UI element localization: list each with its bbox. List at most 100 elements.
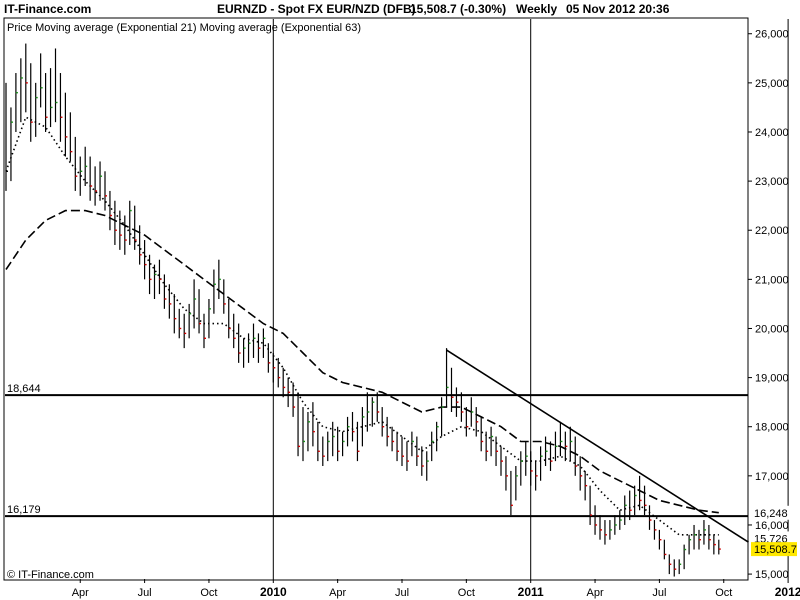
- price-bar: [480, 416, 484, 452]
- price-bar: [381, 407, 385, 437]
- price-bar: [455, 387, 459, 417]
- price-bar: [30, 63, 33, 142]
- price-bar: [391, 426, 395, 452]
- price-bar: [614, 515, 617, 535]
- horizontal-level-label: 16,179: [7, 504, 41, 516]
- price-bar: [302, 407, 305, 462]
- y-tick-label: 23,000: [755, 176, 789, 188]
- price-bar: [549, 441, 553, 471]
- price-bar: [450, 367, 454, 412]
- price-bar: [94, 166, 98, 206]
- price-bar: [678, 559, 682, 575]
- price-bar: [15, 73, 18, 132]
- price-bar: [658, 529, 662, 550]
- price-bar: [351, 411, 355, 442]
- y-tick-label: 25,000: [755, 78, 789, 90]
- price-bar: [208, 299, 211, 339]
- price-bar: [693, 524, 697, 550]
- price-bar: [139, 225, 142, 265]
- price-bar: [713, 534, 716, 555]
- price-bar: [20, 58, 23, 123]
- price-bar: [213, 269, 216, 314]
- x-axis: AprJulOct2010AprJulOct2011AprJulOct2012A…: [72, 579, 800, 599]
- price-marker-box: [751, 542, 797, 557]
- price-bar: [634, 485, 637, 516]
- price-bar: [376, 392, 380, 422]
- price-bar: [366, 392, 370, 432]
- price-bar: [584, 470, 588, 501]
- price-bar: [312, 402, 315, 447]
- price-bar: [223, 279, 226, 314]
- price-bar: [163, 274, 167, 309]
- price-bars: [5, 43, 721, 577]
- price-bar: [59, 73, 63, 142]
- x-tick-label: Oct: [715, 587, 732, 599]
- price-bar: [238, 323, 241, 363]
- price-bar: [129, 200, 132, 245]
- price-bar: [673, 559, 677, 577]
- site-name: IT-Finance.com: [4, 2, 91, 16]
- price-bar: [411, 431, 414, 457]
- price-bar: [525, 441, 528, 476]
- price-bar: [40, 53, 43, 108]
- price-bar: [648, 505, 652, 530]
- x-tick-label: 2010: [260, 585, 287, 599]
- y-tick-label: 20,000: [755, 323, 789, 335]
- price-bar: [460, 392, 464, 422]
- price-bar: [495, 436, 499, 467]
- x-tick-label: 2012: [775, 585, 800, 599]
- price-bar: [79, 156, 83, 196]
- price-bar: [441, 397, 444, 437]
- price-marker-box: [751, 531, 789, 546]
- price-bar: [193, 279, 197, 329]
- price-bar: [559, 421, 563, 457]
- price-bar: [287, 377, 291, 408]
- price-bar: [44, 73, 48, 132]
- price-bar: [89, 156, 93, 201]
- price-bar: [624, 495, 627, 525]
- price-bar: [233, 313, 236, 349]
- price-bar: [292, 382, 296, 417]
- price-bar: [708, 524, 711, 550]
- copyright-text: © IT-Finance.com: [7, 569, 94, 581]
- price-bar: [638, 475, 642, 511]
- price-bar: [277, 357, 281, 388]
- price-bar: [703, 520, 706, 545]
- price-bar: [465, 407, 469, 437]
- price-bar: [337, 426, 340, 462]
- price-bar: [698, 529, 701, 550]
- price-bar: [109, 190, 112, 231]
- y-tick-label: 24,000: [755, 127, 789, 139]
- price-bar: [257, 333, 261, 363]
- y-tick-label: 19,000: [755, 373, 789, 385]
- price-bar: [396, 431, 400, 462]
- price-bar: [322, 436, 325, 467]
- price-bar: [119, 210, 122, 250]
- price-bar: [342, 431, 345, 457]
- price-bar: [148, 254, 152, 295]
- price-bar: [218, 259, 221, 299]
- price-bar: [25, 43, 28, 113]
- price-bar: [297, 392, 301, 457]
- price-bar: [470, 397, 474, 427]
- price-bar: [332, 421, 335, 457]
- price-bar: [629, 490, 632, 521]
- price-bar: [243, 338, 246, 368]
- price-bar: [539, 446, 543, 481]
- price-bar: [683, 544, 687, 570]
- price-marker-label: 16,248: [754, 508, 788, 520]
- price-bar: [188, 303, 192, 339]
- price-bar: [346, 416, 350, 447]
- price-bar: [84, 146, 88, 187]
- price-bar: [158, 259, 162, 295]
- y-tick-label: 26,000: [755, 29, 789, 41]
- x-tick-label: Oct: [458, 587, 475, 599]
- price-bar: [252, 323, 256, 358]
- price-bar: [272, 353, 276, 383]
- price-bar: [406, 441, 409, 471]
- price-bar: [247, 333, 251, 363]
- price-bar: [262, 328, 266, 358]
- price-bar: [198, 289, 202, 334]
- price-bar: [688, 534, 692, 555]
